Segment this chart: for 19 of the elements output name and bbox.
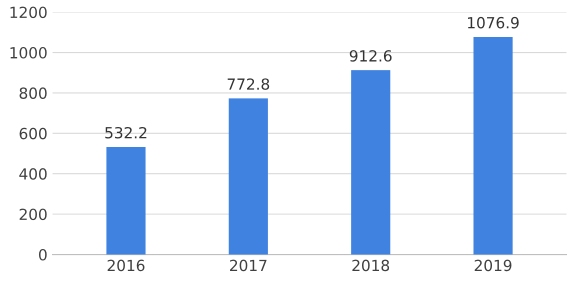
- data-label: 1076.9: [468, 16, 519, 28]
- bar: [106, 147, 146, 255]
- y-tick-label: 1200: [10, 6, 47, 18]
- x-tick-label: 2018: [352, 260, 390, 272]
- x-tick-label: 2019: [474, 260, 512, 272]
- x-tick-label: 2016: [108, 260, 144, 272]
- x-tick-label: 2017: [230, 260, 266, 272]
- y-tick-label: 0: [38, 248, 47, 261]
- bar: [228, 98, 268, 255]
- data-label: 912.6: [350, 50, 392, 62]
- bar: [473, 36, 513, 255]
- y-tick-label: 200: [20, 208, 47, 220]
- y-tick-label: 600: [20, 128, 47, 140]
- data-label: 772.8: [228, 78, 270, 90]
- data-label: 532.2: [105, 126, 146, 138]
- y-tick-label: 800: [20, 87, 47, 99]
- y-tick-label: 1000: [10, 46, 47, 59]
- bar: [351, 70, 390, 255]
- y-tick-label: 400: [19, 168, 47, 180]
